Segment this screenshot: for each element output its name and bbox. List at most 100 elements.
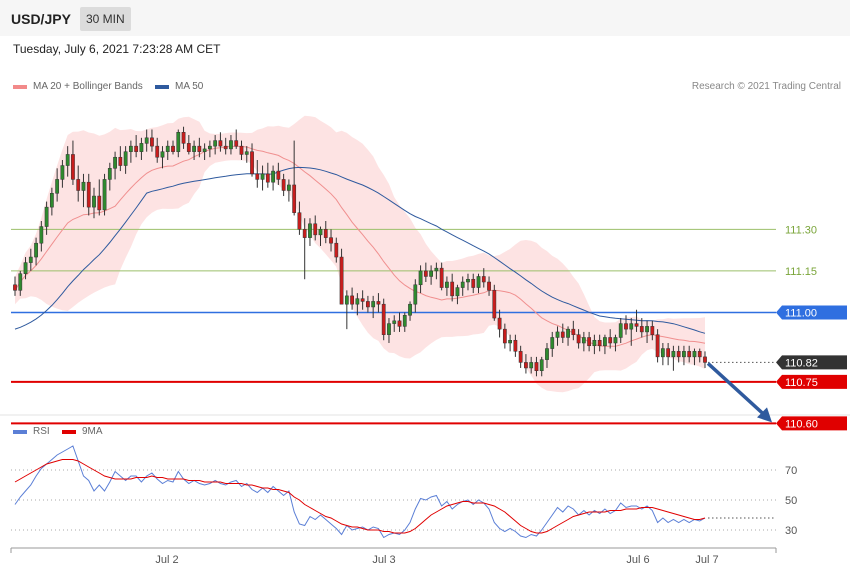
candle	[402, 312, 407, 332]
x-tick-label-2: Jul 6	[626, 554, 649, 566]
candle	[49, 187, 54, 216]
candle-body	[276, 170, 281, 180]
candle	[455, 284, 460, 305]
candle-body	[513, 339, 518, 352]
candle-body	[455, 287, 460, 297]
level-label-2: 111.00	[785, 308, 817, 320]
candle	[86, 173, 91, 216]
candle-body	[97, 195, 102, 211]
candle-body	[113, 156, 117, 169]
candle	[355, 293, 360, 316]
candle-body	[487, 281, 491, 291]
timeframe-button[interactable]: 30 MIN	[80, 7, 131, 31]
candle	[287, 179, 291, 202]
candle	[192, 140, 196, 160]
candle	[155, 137, 160, 163]
candle-body	[597, 339, 602, 347]
candle-body	[613, 337, 618, 344]
legend-9ma-label: 9MA	[82, 426, 103, 437]
candle	[139, 137, 144, 160]
candle	[376, 293, 381, 313]
candle-body	[466, 278, 470, 283]
candle-body	[618, 323, 623, 338]
candle	[265, 162, 270, 188]
candle-body	[371, 301, 376, 308]
candle-body	[502, 328, 507, 344]
candle-body	[260, 173, 265, 180]
candle-body	[476, 276, 481, 288]
candle-body	[65, 154, 70, 166]
candle	[439, 262, 444, 291]
candle-body	[402, 315, 407, 327]
candle-body	[139, 143, 144, 152]
candle	[408, 301, 412, 321]
candle	[334, 237, 339, 263]
chart-datetime: Tuesday, July 6, 2021 7:23:28 AM CET	[13, 42, 221, 56]
rsi-tick-70: 70	[785, 465, 797, 477]
candle-body	[323, 229, 328, 238]
legend-9ma-swatch	[62, 429, 76, 434]
candle-body	[287, 184, 291, 191]
candle	[81, 173, 86, 208]
legend-ma20-swatch	[13, 84, 27, 89]
candle-body	[624, 323, 628, 330]
candle	[692, 348, 697, 366]
candle	[255, 159, 260, 188]
candle	[645, 320, 649, 344]
candle-body	[223, 145, 228, 150]
candle-body	[339, 256, 344, 305]
candle-body	[308, 223, 312, 238]
candle	[629, 318, 634, 346]
candle	[350, 287, 354, 310]
candle	[524, 354, 528, 374]
candle	[460, 276, 465, 296]
candle	[655, 329, 660, 363]
level-badge-5	[776, 416, 847, 431]
candle	[144, 129, 149, 152]
candle	[481, 268, 486, 288]
candle-body	[171, 145, 175, 152]
candle-body	[360, 298, 365, 302]
candle-body	[555, 331, 560, 338]
candle	[671, 345, 676, 371]
candle-body	[429, 270, 433, 277]
candle	[313, 215, 318, 241]
candle	[608, 329, 613, 349]
legend-ma20: MA 20 + Bollinger Bands	[13, 81, 143, 92]
candle	[429, 265, 433, 285]
candle	[387, 318, 391, 344]
candle	[176, 129, 181, 158]
candle-body	[566, 328, 570, 338]
candle-body	[450, 281, 455, 297]
candle-body	[44, 206, 49, 227]
candle-body	[682, 351, 686, 358]
candle-body	[355, 298, 360, 305]
candle	[234, 129, 239, 149]
candle-body	[397, 320, 402, 327]
candle	[92, 187, 96, 219]
candle	[44, 201, 49, 235]
candle-body	[697, 351, 702, 358]
candle	[102, 173, 107, 216]
candle-body	[545, 348, 549, 360]
legend-ma50-label: MA 50	[175, 81, 204, 92]
candle	[624, 315, 628, 335]
candle-body	[676, 351, 681, 358]
forecast-arrow-shaft	[706, 362, 767, 417]
candle-body	[197, 145, 202, 152]
legend-ma50: MA 50	[155, 81, 203, 92]
candle-body	[102, 179, 107, 211]
candle	[603, 334, 607, 355]
candle	[329, 229, 333, 252]
candle-body	[376, 301, 381, 305]
candle-body	[176, 132, 181, 152]
candle-body	[481, 276, 486, 283]
candle	[613, 334, 618, 352]
candle-body	[687, 351, 692, 358]
candle-body	[550, 337, 555, 349]
candle-body	[281, 179, 286, 191]
candle-body	[81, 181, 86, 191]
candle	[18, 270, 23, 296]
candle-body	[655, 334, 660, 358]
